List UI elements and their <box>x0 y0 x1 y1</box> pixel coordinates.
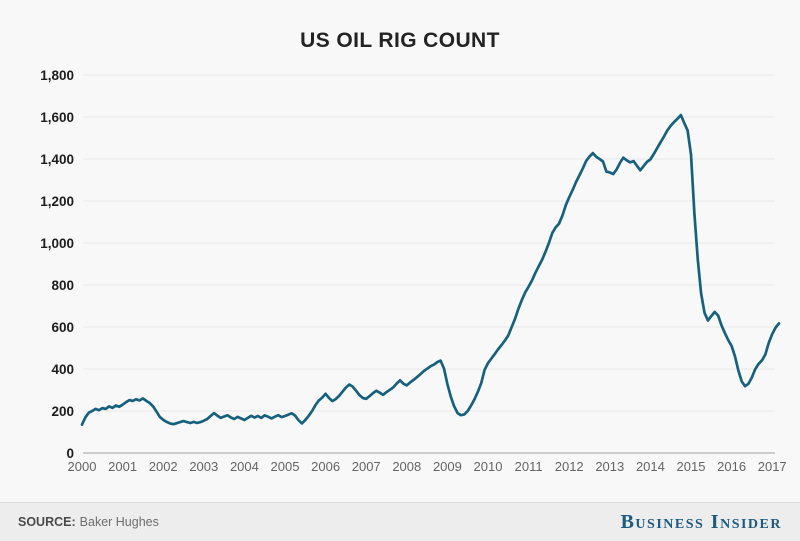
y-tick-label: 400 <box>51 362 74 377</box>
x-tick-label: 2011 <box>515 459 543 474</box>
x-tick-label: 2012 <box>555 459 584 474</box>
y-tick-label: 1,600 <box>40 110 74 125</box>
source-credit: SOURCE: Baker Hughes <box>18 515 159 529</box>
x-tick-label: 2000 <box>68 459 97 474</box>
x-tick-label: 2006 <box>311 459 340 474</box>
y-tick-label: 1,800 <box>40 68 74 83</box>
business-insider-logo: Business Insider <box>620 510 782 533</box>
x-tick-label: 2013 <box>595 459 624 474</box>
x-tick-label: 2003 <box>189 459 218 474</box>
y-tick-label: 1,200 <box>40 194 74 209</box>
y-tick-label: 600 <box>51 320 74 335</box>
y-tick-label: 1,000 <box>40 236 74 251</box>
x-tick-label: 2001 <box>108 459 137 474</box>
x-tick-label: 2002 <box>149 459 178 474</box>
y-tick-label: 800 <box>51 278 74 293</box>
x-tick-label: 2010 <box>474 459 503 474</box>
x-tick-label: 2017 <box>758 459 787 474</box>
x-tick-label: 2014 <box>636 459 665 474</box>
x-tick-label: 2007 <box>352 459 381 474</box>
x-tick-label: 2005 <box>271 459 300 474</box>
y-tick-label: 200 <box>51 404 74 419</box>
x-tick-label: 2008 <box>392 459 421 474</box>
x-tick-label: 2015 <box>677 459 706 474</box>
y-tick-label: 1,400 <box>40 152 74 167</box>
x-tick-label: 2009 <box>433 459 462 474</box>
rig-count-line <box>80 113 781 426</box>
x-tick-label: 2004 <box>230 459 259 474</box>
x-tick-label: 2016 <box>717 459 746 474</box>
chart-title: US OIL RIG COUNT <box>300 29 500 52</box>
oil-rig-line-chart: 0 200 400 600 800 1,000 1,200 1,400 1,600 1,800 20… <box>40 68 787 474</box>
source-label: SOURCE: <box>18 515 76 529</box>
y-tick-label: 0 <box>66 446 74 461</box>
source-value: Baker Hughes <box>79 515 159 529</box>
footer-bar: SOURCE: Baker Hughes Business Insider <box>0 502 800 541</box>
